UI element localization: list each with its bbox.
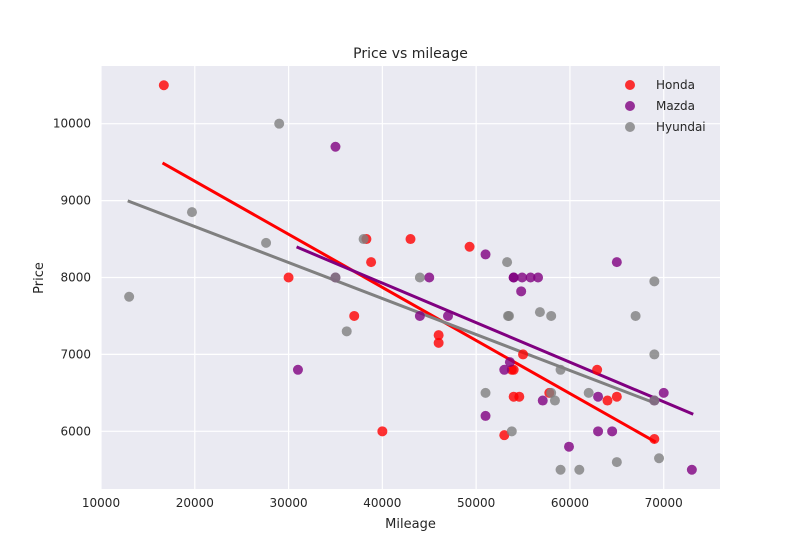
hyundai-point (630, 310, 641, 321)
honda-point (602, 395, 613, 406)
mazda-point (508, 272, 519, 283)
honda-point (464, 241, 475, 252)
honda-point (158, 80, 169, 91)
hyundai-point (124, 291, 135, 302)
mazda-point (611, 257, 622, 268)
mazda-regression-line (295, 245, 694, 416)
hyundai-point (186, 207, 197, 218)
legend-marker-hyundai (625, 122, 635, 132)
hyundai-point (546, 310, 557, 321)
hyundai-point (502, 257, 513, 268)
mazda-point (480, 249, 491, 260)
mazda-point (525, 272, 536, 283)
mazda-point (517, 272, 528, 283)
hyundai-point (583, 387, 594, 398)
y-tick-labels: 6000 7000 8000 9000 10000 (53, 117, 91, 439)
x-axis-label: Mileage (385, 517, 436, 532)
mazda-point (593, 426, 604, 437)
hyundai-point (649, 276, 660, 287)
legend-label-mazda: Mazda (656, 99, 695, 113)
x-tick-label: 10000 (82, 496, 120, 510)
legend: Honda Mazda Hyundai (625, 78, 706, 134)
x-tick-label: 30000 (269, 496, 307, 510)
x-tick-labels: 10000 20000 30000 40000 50000 60000 70000 (82, 496, 683, 510)
hyundai-point (574, 464, 585, 475)
y-tick-label: 7000 (60, 347, 91, 361)
honda-point (592, 364, 603, 375)
hyundai-point (261, 237, 272, 248)
y-tick-label: 6000 (60, 424, 91, 438)
data-points (124, 80, 697, 475)
x-tick-label: 40000 (363, 496, 401, 510)
mazda-point (607, 426, 618, 437)
honda-point (518, 349, 529, 360)
hyundai-point (503, 310, 514, 321)
mazda-point (564, 441, 575, 452)
honda-point (508, 364, 519, 375)
y-tick-label: 9000 (60, 194, 91, 208)
mazda-point (292, 364, 303, 375)
legend-marker-honda (625, 80, 635, 90)
regression-lines (127, 161, 694, 444)
honda-point (405, 234, 416, 245)
mazda-point (533, 272, 544, 283)
honda-point (433, 337, 444, 348)
mazda-point (443, 310, 454, 321)
honda-point (433, 330, 444, 341)
honda-point (377, 426, 388, 437)
hyundai-point (549, 395, 560, 406)
y-tick-label: 8000 (60, 271, 91, 285)
honda-point (611, 391, 622, 402)
legend-label-honda: Honda (656, 78, 695, 92)
x-tick-label: 70000 (645, 496, 683, 510)
mazda-point (686, 464, 697, 475)
mazda-point (424, 272, 435, 283)
hyundai-point (414, 272, 425, 283)
hyundai-point (546, 387, 557, 398)
honda-point (283, 272, 294, 283)
mazda-point (593, 391, 604, 402)
hyundai-point (480, 387, 491, 398)
x-tick-label: 20000 (176, 496, 214, 510)
mazda-point (414, 310, 425, 321)
x-tick-label: 50000 (457, 496, 495, 510)
hyundai-point (611, 457, 622, 468)
mazda-point (480, 410, 491, 421)
hyundai-regression-line (127, 199, 657, 405)
hyundai-point (555, 364, 566, 375)
hyundai-point (506, 426, 517, 437)
honda-point (349, 310, 360, 321)
hyundai-point (555, 464, 566, 475)
mazda-point (499, 364, 510, 375)
honda-point (366, 257, 377, 268)
honda-point (499, 430, 510, 441)
hyundai-point (649, 349, 660, 360)
mazda-point (504, 357, 515, 368)
honda-point (649, 434, 660, 445)
hyundai-point (330, 272, 341, 283)
x-tick-label: 60000 (551, 496, 589, 510)
hyundai-point (358, 234, 369, 245)
honda-point (514, 391, 525, 402)
hyundai-point (654, 453, 665, 464)
mazda-point (658, 387, 669, 398)
hyundai-point (341, 326, 352, 337)
legend-marker-mazda (625, 101, 635, 111)
mazda-point (330, 141, 341, 152)
chart-title: Price vs mileage (353, 46, 468, 62)
honda-regression-line (161, 161, 657, 444)
hyundai-point (649, 395, 660, 406)
y-tick-label: 10000 (53, 117, 91, 131)
mazda-point (537, 395, 548, 406)
legend-label-hyundai: Hyundai (656, 120, 706, 134)
hyundai-point (534, 307, 545, 318)
hyundai-point (274, 118, 285, 129)
mazda-point (516, 286, 527, 297)
y-axis-label: Price (32, 262, 47, 294)
